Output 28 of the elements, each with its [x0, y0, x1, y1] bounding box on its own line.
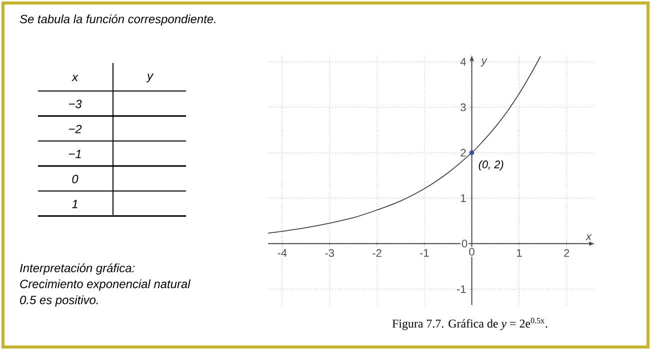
annotation: (0, 2) [478, 160, 504, 170]
text: −2 [68, 124, 82, 134]
y-axis-title: y [480, 58, 488, 67]
text: Interpretación gráfica: [20, 263, 135, 275]
x-tick-label: -4 [278, 249, 287, 257]
x-tick-label: -2 [372, 249, 382, 257]
x-axis-title: x [586, 234, 592, 240]
x-tick-label: -3 [325, 249, 334, 257]
y-tick-label: 2 [460, 148, 466, 157]
text: Crecimiento exponencial natural [20, 279, 191, 291]
x-tick-label: 1 [516, 249, 522, 257]
text: 0.5 es positivo. [20, 295, 98, 307]
y-tick-label: -1 [457, 285, 466, 293]
y-tick-label: 0 [462, 240, 468, 248]
text: −1 [68, 150, 81, 158]
y-tick-label: 1 [461, 194, 466, 202]
x-tick-label: 2 [564, 249, 570, 257]
x-tick-label: -1 [420, 249, 429, 257]
x-tick-label: 0 [469, 248, 474, 256]
text: −3 [68, 100, 82, 108]
text: x [72, 74, 78, 82]
y-tick-label: 3 [460, 103, 466, 112]
text: Figura 7.7. Gráfica de y = 2e$^{0.5x}$. [392, 318, 548, 330]
y-tick-label: 4 [460, 58, 466, 66]
text: Se tabula la función correspondiente. [20, 14, 216, 26]
text: 1 [72, 200, 78, 208]
text: 0 [72, 174, 78, 184]
text: y [146, 74, 154, 82]
